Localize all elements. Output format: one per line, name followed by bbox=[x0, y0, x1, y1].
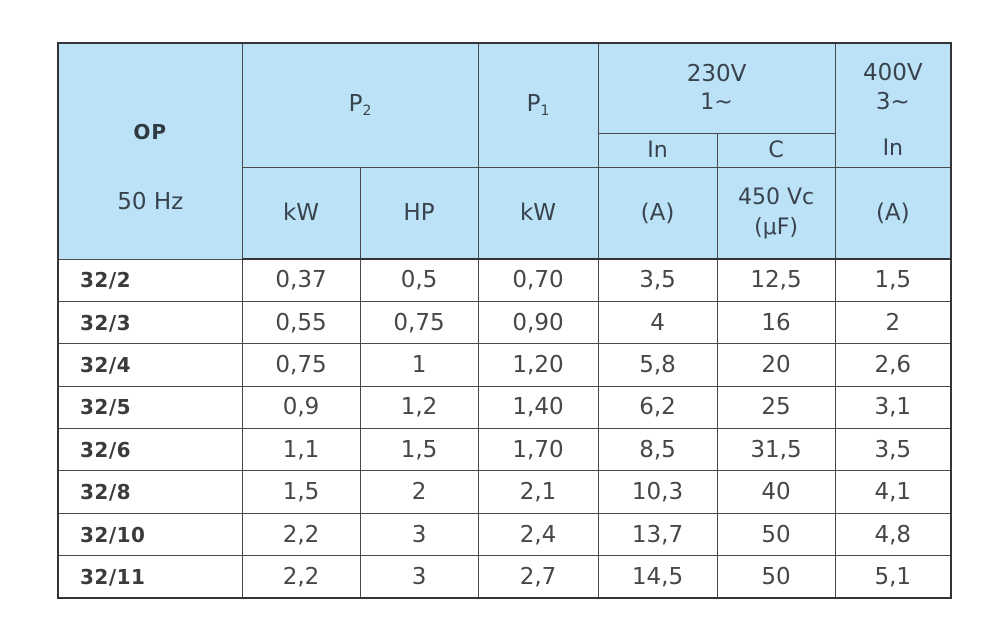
cell-p2-kw: 0,75 bbox=[241, 343, 361, 387]
table-row: 32/5 0,9 1,2 1,40 6,2 25 3,1 bbox=[57, 385, 952, 430]
p2-label: P bbox=[348, 91, 363, 118]
400v-top-lines: 400V 3~ bbox=[836, 44, 951, 131]
unit-cell-p2-kw: kW bbox=[241, 166, 361, 260]
capacitor-unit-content: 450 Vc (μF) bbox=[718, 183, 835, 242]
cell-in-400v: 1,5 bbox=[834, 258, 952, 302]
cell-p1-kw: 1,40 bbox=[477, 385, 599, 430]
cell-in-230v: 4 bbox=[597, 300, 718, 345]
400v-cell-content: 400V 3~ In bbox=[836, 44, 951, 165]
unit-cell-p1-kw: kW bbox=[477, 166, 599, 260]
p2-subscript: 2 bbox=[362, 103, 372, 120]
cell-in-400v: 2 bbox=[834, 300, 952, 345]
header-cell-230v: 230V 1~ bbox=[597, 42, 836, 134]
op-cell-content: OP 50 Hz bbox=[59, 44, 242, 256]
cell-capacitor: 50 bbox=[716, 555, 836, 599]
table-row: 32/3 0,55 0,75 0,90 4 16 2 bbox=[57, 300, 952, 345]
header-cell-op-50hz: OP 50 Hz bbox=[57, 42, 243, 260]
unit-cell-amp-400v: (A) bbox=[834, 166, 952, 260]
cell-p2-kw: 1,1 bbox=[241, 428, 361, 472]
cell-p2-kw: 0,9 bbox=[241, 385, 361, 430]
cell-in-400v: 4,1 bbox=[834, 470, 952, 514]
header-cell-400v: 400V 3~ In bbox=[834, 42, 952, 168]
unit-cell-p2-hp: HP bbox=[359, 166, 479, 260]
header-50hz-label: 50 Hz bbox=[117, 188, 184, 215]
cell-p2-hp: 1 bbox=[359, 343, 479, 387]
header-op-label: OP bbox=[133, 120, 168, 144]
cell-p2-kw: 0,55 bbox=[241, 300, 361, 345]
capacitor-uf-label: (μF) bbox=[754, 214, 798, 240]
cell-model: 32/11 bbox=[57, 555, 243, 599]
cell-p2-hp: 3 bbox=[359, 512, 479, 557]
cell-capacitor: 16 bbox=[716, 300, 836, 345]
cell-p1-kw: 2,7 bbox=[477, 555, 599, 599]
cell-model: 32/3 bbox=[57, 300, 243, 345]
cell-capacitor: 20 bbox=[716, 343, 836, 387]
unit-cell-amp-230v: (A) bbox=[597, 166, 718, 260]
400v-label: 400V bbox=[862, 59, 923, 86]
cell-in-400v: 2,6 bbox=[834, 343, 952, 387]
cell-capacitor: 40 bbox=[716, 470, 836, 514]
p1-label: P bbox=[526, 91, 541, 118]
header-cell-in-230v: In bbox=[597, 132, 718, 168]
cell-p2-hp: 0,75 bbox=[359, 300, 479, 345]
400v-in-label: In bbox=[882, 135, 903, 161]
cell-in-400v: 4,8 bbox=[834, 512, 952, 557]
table-row: 32/10 2,2 3 2,4 13,7 50 4,8 bbox=[57, 512, 952, 557]
cell-p1-kw: 2,1 bbox=[477, 470, 599, 514]
cell-p2-kw: 1,5 bbox=[241, 470, 361, 514]
table-row: 32/11 2,2 3 2,7 14,5 50 5,1 bbox=[57, 555, 952, 599]
cell-p2-hp: 0,5 bbox=[359, 258, 479, 302]
cell-model: 32/8 bbox=[57, 470, 243, 514]
table-row: 32/4 0,75 1 1,20 5,8 20 2,6 bbox=[57, 343, 952, 387]
header-cell-p1: P1 bbox=[477, 42, 599, 168]
cell-in-230v: 10,3 bbox=[597, 470, 718, 514]
capacitor-voltage-label: 450 Vc bbox=[737, 185, 815, 211]
cell-capacitor: 50 bbox=[716, 512, 836, 557]
cell-p1-kw: 1,70 bbox=[477, 428, 599, 472]
cell-p2-kw: 0,37 bbox=[241, 258, 361, 302]
230v-cell-content: 230V 1~ bbox=[599, 60, 835, 116]
table-row: 32/6 1,1 1,5 1,70 8,5 31,5 3,5 bbox=[57, 428, 952, 472]
cell-capacitor: 31,5 bbox=[716, 428, 836, 472]
cell-p2-hp: 1,2 bbox=[359, 385, 479, 430]
cell-p2-hp: 1,5 bbox=[359, 428, 479, 472]
table-body: 32/2 0,37 0,5 0,70 3,5 12,5 1,5 32/3 0,5… bbox=[57, 258, 952, 599]
p1-subscript: 1 bbox=[540, 103, 550, 120]
motor-spec-table: OP 50 Hz P2 P1 230V 1~ bbox=[57, 42, 953, 600]
230v-label: 230V bbox=[686, 61, 747, 88]
unit-cell-capacitor: 450 Vc (μF) bbox=[716, 166, 836, 260]
cell-model: 32/10 bbox=[57, 512, 243, 557]
cell-in-400v: 5,1 bbox=[834, 555, 952, 599]
cell-p2-kw: 2,2 bbox=[241, 555, 361, 599]
cell-model: 32/5 bbox=[57, 385, 243, 430]
header-cell-c-230v: C bbox=[716, 132, 836, 168]
cell-p1-kw: 0,70 bbox=[477, 258, 599, 302]
cell-in-230v: 6,2 bbox=[597, 385, 718, 430]
cell-in-400v: 3,5 bbox=[834, 428, 952, 472]
cell-in-230v: 3,5 bbox=[597, 258, 718, 302]
three-phase-label: 3~ bbox=[875, 88, 910, 115]
cell-p1-kw: 0,90 bbox=[477, 300, 599, 345]
cell-in-400v: 3,1 bbox=[834, 385, 952, 430]
cell-in-230v: 8,5 bbox=[597, 428, 718, 472]
single-phase-label: 1~ bbox=[700, 89, 733, 115]
cell-in-230v: 5,8 bbox=[597, 343, 718, 387]
table-header: OP 50 Hz P2 P1 230V 1~ bbox=[57, 42, 952, 260]
cell-model: 32/4 bbox=[57, 343, 243, 387]
cell-capacitor: 25 bbox=[716, 385, 836, 430]
cell-in-230v: 14,5 bbox=[597, 555, 718, 599]
cell-p1-kw: 1,20 bbox=[477, 343, 599, 387]
table-row: 32/8 1,5 2 2,1 10,3 40 4,1 bbox=[57, 470, 952, 514]
cell-p2-hp: 2 bbox=[359, 470, 479, 514]
cell-p1-kw: 2,4 bbox=[477, 512, 599, 557]
cell-in-230v: 13,7 bbox=[597, 512, 718, 557]
cell-model: 32/6 bbox=[57, 428, 243, 472]
header-cell-p2: P2 bbox=[241, 42, 479, 168]
table-row: 32/2 0,37 0,5 0,70 3,5 12,5 1,5 bbox=[57, 258, 952, 302]
cell-p2-hp: 3 bbox=[359, 555, 479, 599]
cell-model: 32/2 bbox=[57, 258, 243, 302]
cell-p2-kw: 2,2 bbox=[241, 512, 361, 557]
cell-capacitor: 12,5 bbox=[716, 258, 836, 302]
